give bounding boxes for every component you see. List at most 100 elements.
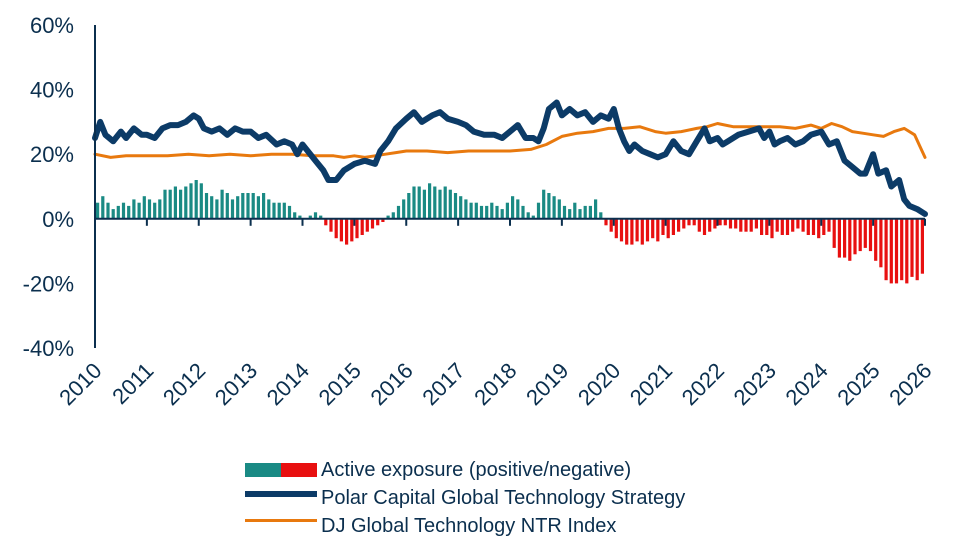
bar-active-exposure-66 <box>438 189 442 219</box>
bar-active-exposure-103 <box>630 218 634 245</box>
bar-active-exposure-133 <box>785 218 790 235</box>
bar-active-exposure-138 <box>811 218 816 235</box>
x-tick-label: 2019 <box>521 358 573 410</box>
bar-active-exposure-18 <box>189 183 193 219</box>
x-tick-label: 2024 <box>780 358 832 410</box>
bar-active-exposure-129 <box>765 218 769 235</box>
bar-active-exposure-81 <box>516 199 520 219</box>
bar-active-exposure-93 <box>578 209 582 219</box>
bar-active-exposure-73 <box>474 202 478 219</box>
x-tick-label: 2015 <box>314 358 366 410</box>
bar-active-exposure-91 <box>568 209 572 219</box>
bar-active-exposure-26 <box>230 199 235 219</box>
bar-active-exposure-151 <box>879 218 883 268</box>
bar-active-exposure-8 <box>137 202 141 219</box>
y-tick-label: 60% <box>30 13 74 38</box>
bar-active-exposure-106 <box>645 218 650 242</box>
bar-active-exposure-94 <box>583 205 587 219</box>
bar-active-exposure-72 <box>469 202 473 219</box>
bar-active-exposure-48 <box>345 218 349 245</box>
bar-active-exposure-24 <box>220 189 224 219</box>
bar-active-exposure-59 <box>402 199 406 219</box>
bar-active-exposure-130 <box>770 218 774 239</box>
bar-active-exposure-29 <box>246 193 250 219</box>
bar-active-exposure-84 <box>531 215 535 219</box>
bar-active-exposure-120 <box>718 218 722 226</box>
bar-active-exposure-19 <box>194 180 198 219</box>
bar-active-exposure-100 <box>614 218 618 239</box>
bar-active-exposure-159 <box>920 218 924 274</box>
bar-active-exposure-86 <box>542 189 546 219</box>
bar-active-exposure-13 <box>163 189 167 219</box>
x-tick-label: 2021 <box>625 358 677 410</box>
bar-active-exposure-101 <box>619 218 624 242</box>
line-strategy <box>92 99 928 217</box>
bar-active-exposure-49 <box>350 218 354 242</box>
bar-active-exposure-150 <box>874 218 878 261</box>
y-tick-label: 20% <box>30 142 74 167</box>
x-tick-label: 2018 <box>469 358 521 410</box>
bar-active-exposure-82 <box>521 205 525 219</box>
bar-active-exposure-153 <box>889 218 893 284</box>
x-tick-label: 2025 <box>832 358 884 410</box>
bar-active-exposure-131 <box>775 218 779 232</box>
bar-active-exposure-104 <box>635 218 639 242</box>
bar-active-exposure-70 <box>459 196 463 219</box>
bar-active-exposure-63 <box>422 189 426 219</box>
bar-active-exposure-55 <box>381 218 385 222</box>
bar-active-exposure-4 <box>116 205 120 219</box>
bar-active-exposure-152 <box>884 218 888 281</box>
legend-item-index: DJ Global Technology NTR Index <box>245 512 805 540</box>
x-tick-label: 2014 <box>262 358 314 410</box>
bar-active-exposure-76 <box>490 202 494 219</box>
bar-active-exposure-44 <box>324 218 328 226</box>
bar-active-exposure-132 <box>780 218 784 235</box>
bar-active-exposure-57 <box>391 212 395 219</box>
bar-active-exposure-135 <box>796 218 800 229</box>
bar-active-exposure-92 <box>573 202 577 219</box>
y-tick-labels: -40% -20% 0% 20% 40% 60% <box>23 13 74 361</box>
bar-active-exposure-126 <box>749 218 753 232</box>
legend-item-active-exposure: Active exposure (positive/negative) <box>245 456 805 484</box>
bar-active-exposure-33 <box>267 199 271 219</box>
bar-active-exposure-31 <box>256 196 260 219</box>
bar-active-exposure-95 <box>588 205 592 219</box>
x-tick-label: 2026 <box>884 358 936 410</box>
x-tick-label: 2010 <box>54 358 106 410</box>
bar-active-exposure-142 <box>832 218 836 248</box>
bar-active-exposure-27 <box>236 196 240 219</box>
legend-swatch-active-exposure <box>245 463 317 477</box>
bar-active-exposure-37 <box>287 205 292 219</box>
bar-active-exposure-53 <box>370 218 375 229</box>
bar-active-exposure-85 <box>536 202 541 219</box>
x-tick-labels: 2010 2011 2012 2013 2014 2015 2016 2017 2018 2019… <box>54 358 936 410</box>
bar-active-exposure-127 <box>754 218 758 229</box>
y-tick-label: 0% <box>42 207 74 232</box>
bar-active-exposure-75 <box>485 205 489 219</box>
bar-active-exposure-145 <box>848 218 852 261</box>
bar-active-exposure-64 <box>428 183 432 219</box>
bar-active-exposure-20 <box>199 183 203 219</box>
bar-active-exposure-1 <box>101 196 105 219</box>
bar-active-exposure-118 <box>708 218 712 232</box>
bar-active-exposure-60 <box>407 193 411 219</box>
bar-active-exposure-116 <box>697 218 701 232</box>
bar-active-exposure-52 <box>365 218 369 232</box>
bar-active-exposure-143 <box>837 218 841 258</box>
line-index <box>93 122 927 159</box>
bar-active-exposure-35 <box>277 202 281 219</box>
bar-active-exposure-99 <box>609 218 613 232</box>
y-tick-label: -20% <box>23 271 74 296</box>
bar-active-exposure-105 <box>640 218 644 245</box>
series-lines <box>92 99 928 217</box>
bar-active-exposure-41 <box>308 215 312 219</box>
bar-active-exposure-123 <box>734 218 738 229</box>
legend-label-index: DJ Global Technology NTR Index <box>321 514 617 537</box>
bar-active-exposure-125 <box>744 218 748 232</box>
bar-active-exposure-80 <box>511 196 515 219</box>
bar-active-exposure-155 <box>900 218 904 281</box>
bar-active-exposure-108 <box>656 218 660 242</box>
bar-active-exposure-3 <box>111 209 115 219</box>
bar-active-exposure-43 <box>319 215 323 219</box>
